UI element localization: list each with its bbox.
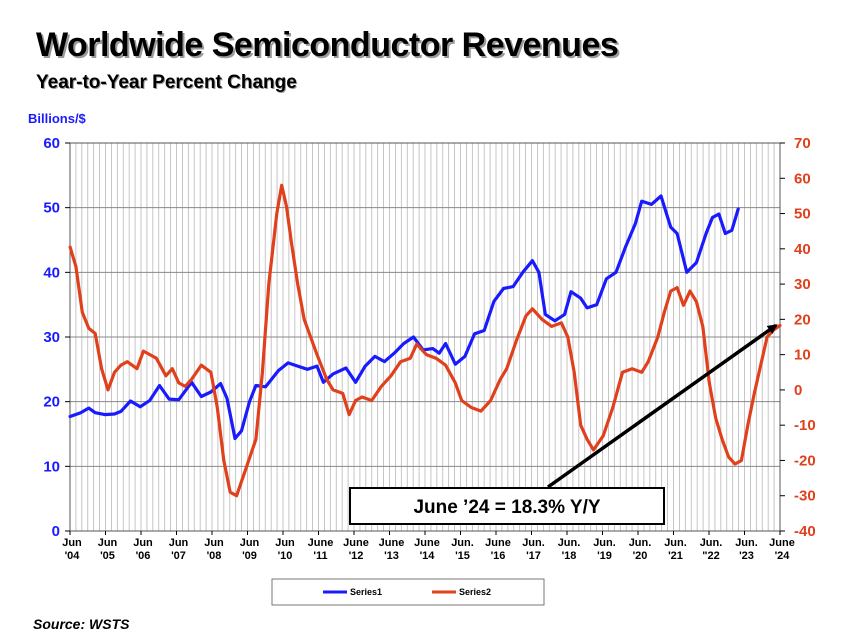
x-tick-label: Jun xyxy=(133,537,153,549)
x-tick-label-year: '06 xyxy=(136,550,151,562)
x-tick-label: Jun xyxy=(62,537,82,549)
x-tick-label-year: '18 xyxy=(562,550,577,562)
x-tick-label: Jun. xyxy=(629,537,652,549)
legend-label-series2: Series2 xyxy=(459,587,491,597)
x-tick-label-year: '08 xyxy=(207,550,222,562)
x-tick-label: Jun. xyxy=(558,537,581,549)
y-right-tick-label: 50 xyxy=(794,206,811,223)
x-tick-label-year: '07 xyxy=(171,550,186,562)
y-left-tick-label: 0 xyxy=(52,523,60,540)
x-tick-label-year: '23 xyxy=(739,550,754,562)
x-tick-label-year: '19 xyxy=(597,550,612,562)
legend-label-series1: Series1 xyxy=(350,587,382,597)
series-line-series1 xyxy=(68,194,740,441)
x-tick-label: Jun. xyxy=(700,537,723,549)
y-right-tick-label: -30 xyxy=(794,488,816,505)
x-tick-label: Jun xyxy=(275,537,295,549)
x-tick-label: June xyxy=(343,537,369,549)
x-tick-label-year: '10 xyxy=(278,550,293,562)
y-left-tick-label: 30 xyxy=(43,329,60,346)
axes: 0 10 20 30 40 50 60 -40 -30 -20 -10 0 10 20 30 40 50 60 70… xyxy=(43,135,815,562)
x-tick-label-year: '04 xyxy=(65,550,81,562)
x-tick-label-year: '05 xyxy=(100,550,115,562)
x-tick-label-year: '17 xyxy=(526,550,541,562)
x-tick-label-year: '13 xyxy=(384,550,399,562)
x-tick-label: Jun. xyxy=(735,537,758,549)
x-tick-label: Jun xyxy=(204,537,224,549)
y-left-tick-label: 10 xyxy=(43,458,60,475)
x-tick-label: Jun. xyxy=(664,537,687,549)
x-tick-label-year: '20 xyxy=(633,550,648,562)
y-right-tick-label: 70 xyxy=(794,135,811,152)
y-right-tick-label: 10 xyxy=(794,347,811,364)
series-line-series2 xyxy=(68,183,782,498)
x-tick-label: June xyxy=(379,537,405,549)
y-right-tick-label: 20 xyxy=(794,311,811,328)
series-lines xyxy=(68,183,782,498)
x-tick-label-year: '24 xyxy=(775,550,791,562)
page-subtitle: Year-to-Year Percent Change xyxy=(36,72,297,93)
x-tick-label: June xyxy=(769,537,795,549)
x-tick-label-year: '12 xyxy=(349,550,364,562)
y-left-tick-label: 20 xyxy=(43,394,60,411)
y-left-tick-label: 40 xyxy=(43,264,60,281)
annotation-text: June ’24 = 18.3% Y/Y xyxy=(413,497,600,518)
source-note: Source: WSTS xyxy=(33,616,130,632)
annotation: June ’24 = 18.3% Y/Y xyxy=(349,323,778,525)
x-tick-label-year: '11 xyxy=(313,550,327,562)
y-right-tick-label: -40 xyxy=(794,523,816,540)
y-right-tick-label: 40 xyxy=(794,241,811,258)
y-left-tick-label: 60 xyxy=(43,135,60,152)
x-tick-label: Jun. xyxy=(593,537,616,549)
x-tick-label-year: '09 xyxy=(242,550,257,562)
x-tick-label: Jun xyxy=(240,537,260,549)
x-tick-label-year: '15 xyxy=(455,550,470,562)
legend-box xyxy=(271,578,545,606)
y-left-tick-label: 50 xyxy=(43,200,60,217)
x-tick-label: June xyxy=(485,537,511,549)
y-right-tick-label: -10 xyxy=(794,417,816,434)
legend: Series1 Series2 xyxy=(271,578,545,606)
y-right-tick-label: -20 xyxy=(794,452,816,469)
x-tick-label: Jun xyxy=(169,537,189,549)
annotation-box xyxy=(349,487,665,525)
annotation-arrow xyxy=(546,323,778,489)
x-tick-label-year: "22 xyxy=(702,550,719,562)
x-tick-label: June xyxy=(308,537,334,549)
page-title: Worldwide Semiconductor Revenues xyxy=(36,26,619,64)
x-tick-label-year: '14 xyxy=(420,550,436,562)
x-tick-label-year: '21 xyxy=(668,550,683,562)
y-right-tick-label: 60 xyxy=(794,170,811,187)
x-tick-label: June xyxy=(414,537,440,549)
y-axis-left-label: Billions/$ xyxy=(28,111,86,126)
x-tick-label: Jun. xyxy=(522,537,545,549)
x-tick-label-year: '16 xyxy=(491,550,506,562)
grid xyxy=(69,142,781,532)
x-tick-label: Jun xyxy=(98,537,118,549)
y-right-tick-label: 0 xyxy=(794,382,802,399)
y-right-tick-label: 30 xyxy=(794,276,811,293)
x-tick-label: Jun. xyxy=(451,537,474,549)
